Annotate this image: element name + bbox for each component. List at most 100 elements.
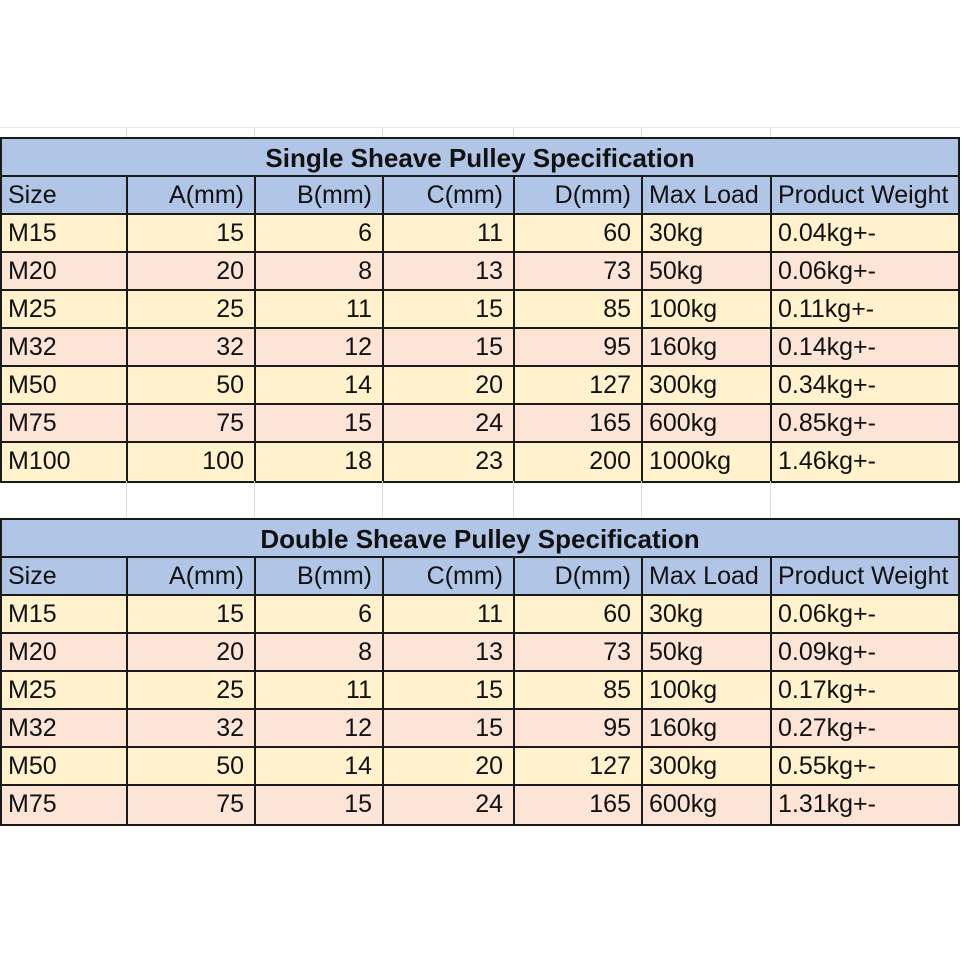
table-cell: M50 — [2, 748, 128, 786]
table-cell: 300kg — [643, 367, 772, 405]
table-cell: 0.11kg+- — [772, 291, 958, 329]
column-header-c-mm-: C(mm) — [384, 177, 515, 215]
table-cell: 95 — [515, 329, 643, 367]
table-cell: 15 — [384, 710, 515, 748]
table-cell: 50 — [128, 367, 256, 405]
table-cell: M15 — [2, 215, 128, 253]
table-row-m15: M15 15 6 11 60 30kg 0.06kg+- — [2, 596, 958, 634]
table-cell: 0.85kg+- — [772, 405, 958, 443]
table-cell: 25 — [128, 291, 256, 329]
table-cell: 165 — [515, 405, 643, 443]
gridline — [770, 128, 771, 138]
single-sheave-spec-table: Single Sheave Pulley Specification Size A… — [0, 137, 960, 483]
table-cell: 60 — [515, 215, 643, 253]
table-cell: 200 — [515, 443, 643, 481]
table-cell: 75 — [128, 786, 256, 824]
gridline-strip-gap — [0, 481, 960, 519]
table-row-m50: M50 50 14 20 127 300kg 0.34kg+- — [2, 367, 958, 405]
table-cell: 15 — [384, 672, 515, 710]
table-cell: 0.04kg+- — [772, 215, 958, 253]
gridline — [254, 128, 255, 138]
table-cell: 60 — [515, 596, 643, 634]
table-cell: 0.14kg+- — [772, 329, 958, 367]
table-cell: 127 — [515, 748, 643, 786]
column-header-c-mm-: C(mm) — [384, 558, 515, 596]
gridline — [382, 128, 383, 138]
table-cell: 11 — [384, 596, 515, 634]
gridline — [770, 481, 771, 518]
table-cell: 0.55kg+- — [772, 748, 958, 786]
table-row-m20: M20 20 8 13 73 50kg 0.06kg+- — [2, 253, 958, 291]
table-cell: 100kg — [643, 672, 772, 710]
table-cell: 6 — [256, 596, 384, 634]
table-cell: 11 — [256, 291, 384, 329]
table-cell: M32 — [2, 329, 128, 367]
table-cell: 11 — [256, 672, 384, 710]
column-header-size: Size — [2, 177, 128, 215]
table-row-m75: M75 75 15 24 165 600kg 1.31kg+- — [2, 786, 958, 824]
table-cell: 165 — [515, 786, 643, 824]
table-cell: 0.09kg+- — [772, 634, 958, 672]
gridline — [126, 128, 127, 138]
table-header-row: Size A(mm) B(mm) C(mm) D(mm) Max Load Product … — [2, 558, 958, 596]
table-cell: 50 — [128, 748, 256, 786]
gridline — [382, 481, 383, 518]
table-cell: 20 — [384, 367, 515, 405]
table-cell: 14 — [256, 748, 384, 786]
table-cell: 13 — [384, 253, 515, 291]
column-header-b-mm-: B(mm) — [256, 558, 384, 596]
table-cell: 20 — [128, 634, 256, 672]
table-cell: 30kg — [643, 215, 772, 253]
table-cell: 6 — [256, 215, 384, 253]
table-cell: 24 — [384, 405, 515, 443]
table-cell: 12 — [256, 710, 384, 748]
table-row-m20: M20 20 8 13 73 50kg 0.09kg+- — [2, 634, 958, 672]
table-cell: 160kg — [643, 329, 772, 367]
table-cell: 1.46kg+- — [772, 443, 958, 481]
table-cell: M25 — [2, 291, 128, 329]
table-cell: 75 — [128, 405, 256, 443]
table-cell: 32 — [128, 710, 256, 748]
table-cell: M100 — [2, 443, 128, 481]
column-header-product-weight: Product Weight — [772, 558, 958, 596]
column-header-max-load: Max Load — [643, 177, 772, 215]
table-cell: M25 — [2, 672, 128, 710]
table-body: M15 15 6 11 60 30kg 0.06kg+- M20 20 8 13 73 50kg 0.09… — [2, 596, 958, 824]
table-cell: 160kg — [643, 710, 772, 748]
table-cell: M32 — [2, 710, 128, 748]
table-cell: M20 — [2, 634, 128, 672]
table-row-m100: M100 100 18 23 200 1000kg 1.46kg+- — [2, 443, 958, 481]
table-cell: 100kg — [643, 291, 772, 329]
gridline — [641, 481, 642, 518]
table-header-row: Size A(mm) B(mm) C(mm) D(mm) Max Load Product … — [2, 177, 958, 215]
table-cell: 15 — [384, 291, 515, 329]
table-cell: 127 — [515, 367, 643, 405]
table-cell: 73 — [515, 634, 643, 672]
table-cell: 8 — [256, 253, 384, 291]
table-cell: 0.06kg+- — [772, 596, 958, 634]
gridline — [513, 481, 514, 518]
table-row-m25: M25 25 11 15 85 100kg 0.17kg+- — [2, 672, 958, 710]
table-body: M15 15 6 11 60 30kg 0.04kg+- M20 20 8 13 73 50kg 0.06… — [2, 215, 958, 481]
double-sheave-spec-table: Double Sheave Pulley Specification Size A… — [0, 518, 960, 826]
table-cell: 15 — [256, 786, 384, 824]
table-cell: 0.17kg+- — [772, 672, 958, 710]
table-row-m32: M32 32 12 15 95 160kg 0.14kg+- — [2, 329, 958, 367]
table-title-double: Double Sheave Pulley Specification — [2, 520, 958, 558]
table-cell: 0.06kg+- — [772, 253, 958, 291]
table-cell: 20 — [128, 253, 256, 291]
table-cell: 11 — [384, 215, 515, 253]
column-header-a-mm-: A(mm) — [128, 558, 256, 596]
table-cell: 600kg — [643, 405, 772, 443]
table-cell: M75 — [2, 405, 128, 443]
table-cell: M50 — [2, 367, 128, 405]
column-header-max-load: Max Load — [643, 558, 772, 596]
table-cell: 15 — [128, 596, 256, 634]
table-cell: 18 — [256, 443, 384, 481]
table-cell: 24 — [384, 786, 515, 824]
table-row-m32: M32 32 12 15 95 160kg 0.27kg+- — [2, 710, 958, 748]
table-cell: 1000kg — [643, 443, 772, 481]
gridline — [254, 481, 255, 518]
table-cell: 14 — [256, 367, 384, 405]
